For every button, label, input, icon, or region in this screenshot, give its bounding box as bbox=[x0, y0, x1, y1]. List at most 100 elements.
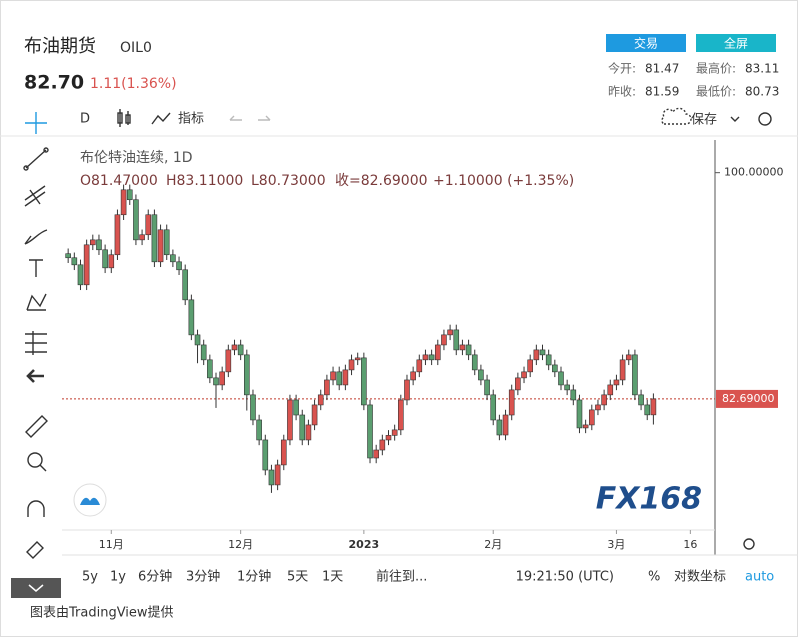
candle-body bbox=[237, 344, 244, 356]
candle-body bbox=[145, 214, 152, 236]
x-tick-label: 11月 bbox=[99, 538, 124, 551]
candle-body bbox=[324, 379, 330, 396]
range-button[interactable]: 6分钟 bbox=[138, 569, 172, 585]
candle-body bbox=[311, 404, 318, 426]
legend-change: +1.10000 (+1.35%) bbox=[433, 173, 574, 189]
stat-label: 昨收: bbox=[608, 85, 636, 99]
candle-body bbox=[625, 354, 632, 361]
candle-body bbox=[330, 371, 336, 381]
x-tick-label: 16 bbox=[683, 538, 697, 551]
range-button[interactable]: 1天 bbox=[322, 570, 343, 585]
candle-body bbox=[219, 371, 225, 386]
candle-body bbox=[151, 214, 158, 263]
y-tick-label: 100.00000 bbox=[724, 166, 784, 179]
candle-body bbox=[65, 253, 71, 259]
axis-settings[interactable] bbox=[743, 538, 755, 550]
range-button[interactable]: 1分钟 bbox=[237, 569, 271, 585]
collapse-arrow[interactable] bbox=[28, 584, 44, 592]
candle-body bbox=[613, 379, 620, 386]
candle-body bbox=[434, 344, 441, 361]
indicators[interactable]: 指标 bbox=[178, 112, 204, 127]
range-button[interactable]: 3分钟 bbox=[186, 569, 220, 585]
candle-body bbox=[244, 354, 250, 396]
fullscreen-button[interactable] bbox=[696, 34, 776, 52]
candle-body bbox=[398, 399, 404, 431]
candle-body bbox=[465, 344, 472, 356]
collapse-button[interactable] bbox=[11, 578, 61, 598]
candle-body bbox=[422, 354, 429, 361]
candle-body bbox=[274, 464, 281, 486]
goto[interactable]: 前往到... bbox=[376, 569, 427, 585]
range-button[interactable]: 5天 bbox=[287, 570, 308, 585]
candle-body bbox=[354, 357, 361, 361]
stat-value: 80.73 bbox=[745, 85, 779, 99]
legend-open: O81.47000 bbox=[80, 173, 158, 189]
candle-icon[interactable] bbox=[117, 109, 131, 127]
candle-body bbox=[558, 371, 564, 386]
undo-redo[interactable] bbox=[229, 115, 271, 121]
candle-body bbox=[607, 384, 614, 396]
candle-body bbox=[539, 349, 546, 356]
candle-body bbox=[262, 439, 269, 471]
candle-body bbox=[348, 359, 355, 371]
legend-high: H83.11000 bbox=[166, 173, 243, 189]
candle-body bbox=[225, 349, 232, 373]
candle-body bbox=[336, 371, 343, 386]
candle-body bbox=[305, 424, 312, 441]
settings-icon[interactable] bbox=[758, 112, 772, 126]
candle-body bbox=[256, 419, 262, 441]
percent-toggle[interactable]: % bbox=[648, 570, 660, 585]
range-button[interactable]: 5y bbox=[82, 570, 98, 585]
cloud-icon[interactable] bbox=[661, 107, 692, 125]
candle-body bbox=[182, 269, 189, 301]
candle-body bbox=[441, 334, 447, 346]
candle-body bbox=[391, 429, 398, 436]
candle-body bbox=[545, 354, 552, 366]
candle-body bbox=[157, 229, 164, 263]
candle-body bbox=[570, 389, 577, 401]
candle-body bbox=[576, 399, 583, 429]
candle-body bbox=[490, 394, 497, 421]
candle-body bbox=[478, 369, 484, 381]
candle-body bbox=[317, 394, 324, 406]
candle-body bbox=[552, 364, 558, 373]
candle-body bbox=[582, 424, 589, 429]
candle-body bbox=[428, 354, 435, 361]
candle-body bbox=[213, 377, 219, 386]
save-arrow[interactable] bbox=[730, 116, 740, 122]
save[interactable]: 保存 bbox=[691, 113, 717, 128]
trade-label[interactable]: 交易 bbox=[634, 36, 658, 51]
candle-body bbox=[410, 371, 416, 381]
candle-body bbox=[379, 439, 386, 451]
indicator-icon[interactable] bbox=[151, 112, 171, 125]
candle-body bbox=[564, 384, 570, 391]
candle-body bbox=[96, 239, 102, 251]
candle-body bbox=[588, 409, 595, 426]
candle-body bbox=[521, 371, 527, 379]
fullscreen-label[interactable]: 全屏 bbox=[724, 36, 748, 51]
candle-body bbox=[471, 354, 478, 371]
candle-body bbox=[77, 264, 84, 286]
left-tools[interactable] bbox=[23, 112, 49, 559]
auto-toggle[interactable]: auto bbox=[745, 570, 774, 585]
candle-body bbox=[268, 469, 275, 486]
stat-value: 81.47 bbox=[645, 62, 679, 76]
interval[interactable]: D bbox=[80, 112, 90, 127]
candle-body bbox=[638, 394, 644, 406]
candle-body bbox=[342, 369, 349, 386]
trade-button[interactable] bbox=[606, 34, 686, 52]
candle-body bbox=[71, 257, 78, 266]
tv-logo-mark[interactable] bbox=[80, 497, 100, 505]
candle-body bbox=[533, 349, 540, 361]
stat-value: 83.11 bbox=[745, 62, 779, 76]
candle-body bbox=[207, 359, 213, 379]
range-button[interactable]: 1y bbox=[110, 570, 126, 585]
candle-body bbox=[83, 244, 90, 286]
change: 1.11(1.36%) bbox=[90, 76, 177, 92]
candle-body bbox=[447, 329, 453, 336]
candle-body bbox=[170, 254, 176, 263]
tv-logo[interactable] bbox=[73, 483, 107, 517]
candle-body bbox=[404, 379, 410, 401]
log-toggle[interactable]: 对数坐标 bbox=[674, 570, 726, 585]
